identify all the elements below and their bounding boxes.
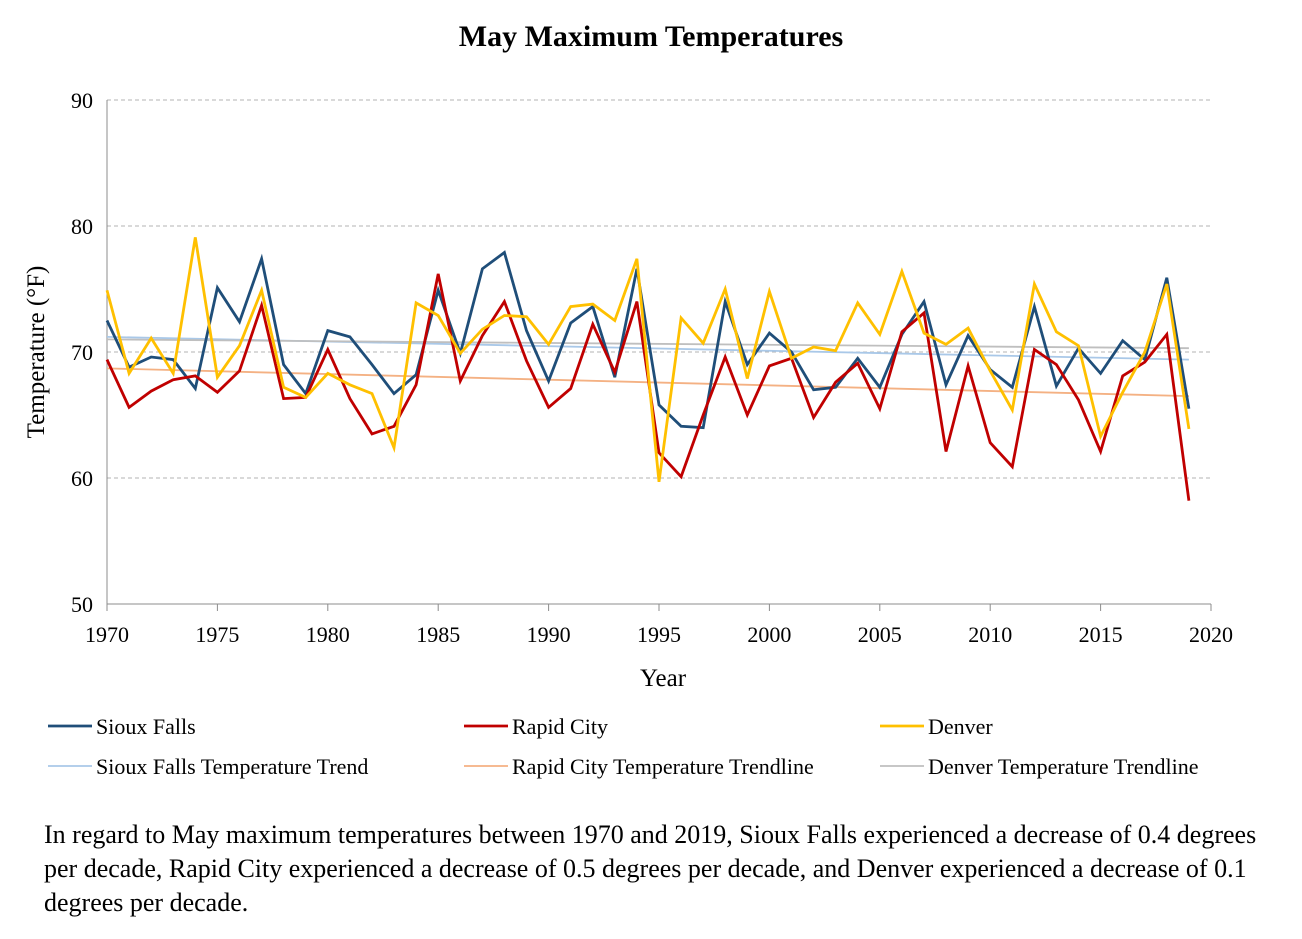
x-tick-label: 2000 (747, 622, 791, 647)
legend-label: Rapid City (512, 714, 608, 739)
x-tick-label: 2015 (1079, 622, 1123, 647)
x-tick-label: 1995 (637, 622, 681, 647)
rapid-city-series-line (105, 273, 1191, 501)
y-tick-label: 70 (71, 340, 93, 365)
legend: Sioux Falls Rapid City Denver Sioux Falls T… (48, 714, 1199, 779)
y-tick-label: 90 (71, 88, 93, 113)
legend-label: Sioux Falls (96, 714, 196, 739)
x-tick-label: 1985 (416, 622, 460, 647)
temperature-line-chart: May Maximum Temperatures 50 60 70 80 90 1970 1… (23, 20, 1233, 779)
x-tick-label: 2005 (858, 622, 902, 647)
axes: 50 60 70 80 90 1970 1975 1980 1985 1990 1995 2000 20… (71, 88, 1233, 647)
x-tick-label: 2020 (1189, 622, 1233, 647)
x-tick-label: 1970 (85, 622, 129, 647)
y-axis-label: Temperature (°F) (23, 266, 50, 439)
x-tick-label: 1975 (195, 622, 239, 647)
legend-label: Denver Temperature Trendline (928, 754, 1199, 779)
x-axis-label: Year (640, 665, 687, 692)
denver-series-line (105, 237, 1191, 482)
gridlines (107, 99, 1211, 479)
sioux-falls-series-line (105, 250, 1191, 430)
chart-title: May Maximum Temperatures (459, 20, 843, 53)
x-tick-label: 1980 (306, 622, 350, 647)
data-series (105, 237, 1191, 501)
chart-caption: In regard to May maximum temperatures be… (44, 820, 1257, 917)
y-tick-label: 80 (71, 214, 93, 239)
legend-label: Denver (928, 714, 993, 739)
y-tick-label: 50 (71, 592, 93, 617)
y-tick-label: 60 (71, 466, 93, 491)
x-tick-label: 2010 (968, 622, 1012, 647)
legend-label: Rapid City Temperature Trendline (512, 754, 814, 779)
legend-label: Sioux Falls Temperature Trend (96, 754, 368, 779)
x-tick-label: 1990 (527, 622, 571, 647)
